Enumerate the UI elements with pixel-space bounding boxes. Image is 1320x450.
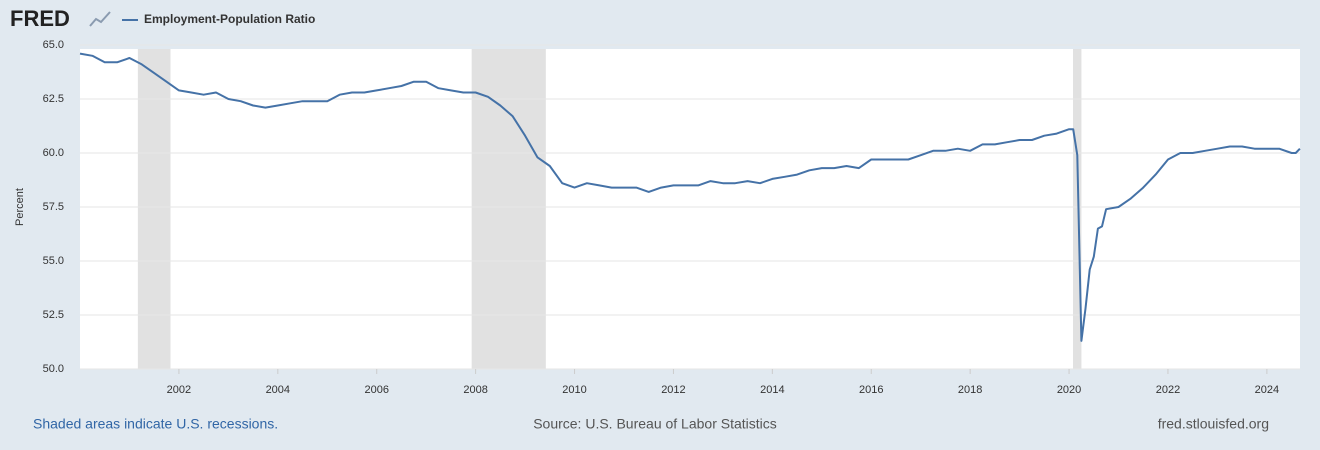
x-tick-label: 2022 [1156,384,1180,396]
legend-label: Employment-Population Ratio [144,12,315,26]
x-tick-label: 2006 [364,384,388,396]
plot-area [80,49,1300,369]
x-tick-label: 2016 [859,384,883,396]
x-tick-label: 2020 [1057,384,1081,396]
y-tick-label: 57.5 [43,201,64,213]
y-tick-label: 52.5 [43,309,64,321]
source: Source: U.S. Bureau of Labor Statistics [533,416,777,432]
x-tick-label: 2010 [562,384,586,396]
x-tick-label: 2024 [1255,384,1279,396]
data-line [79,52,1301,342]
x-tick-label: 2002 [167,384,191,396]
recession-band [137,49,171,369]
x-tick-label: 2012 [661,384,685,396]
x-tick-label: 2008 [463,384,487,396]
y-tick-label: 50.0 [43,363,64,375]
site: fred.stlouisfed.org [1158,416,1269,432]
recession-band [1073,49,1082,369]
y-tick-label: 60.0 [43,147,64,159]
recession-note: Shaded areas indicate U.S. recessions. [33,416,278,432]
y-tick-label: 55.0 [43,255,64,267]
y-tick-label: 65.0 [43,39,64,51]
logo: FRED [10,6,70,31]
y-axis-label: Percent [14,188,26,226]
x-tick-label: 2004 [266,384,290,396]
x-tick-label: 2018 [958,384,982,396]
y-tick-label: 62.5 [43,93,64,105]
x-tick-label: 2014 [760,384,784,396]
recession-band [471,49,546,369]
logo-icon [89,11,111,27]
